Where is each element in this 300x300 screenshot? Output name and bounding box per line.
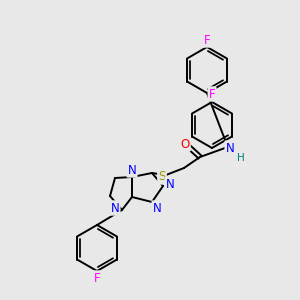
Text: H: H [237, 153, 245, 163]
Text: N: N [166, 178, 174, 190]
Text: N: N [111, 202, 119, 214]
Text: F: F [209, 88, 215, 100]
Text: N: N [226, 142, 234, 154]
Text: N: N [128, 164, 136, 176]
Text: O: O [180, 137, 190, 151]
Text: S: S [158, 170, 166, 184]
Text: N: N [153, 202, 161, 214]
Text: F: F [204, 34, 210, 46]
Text: F: F [94, 272, 100, 284]
